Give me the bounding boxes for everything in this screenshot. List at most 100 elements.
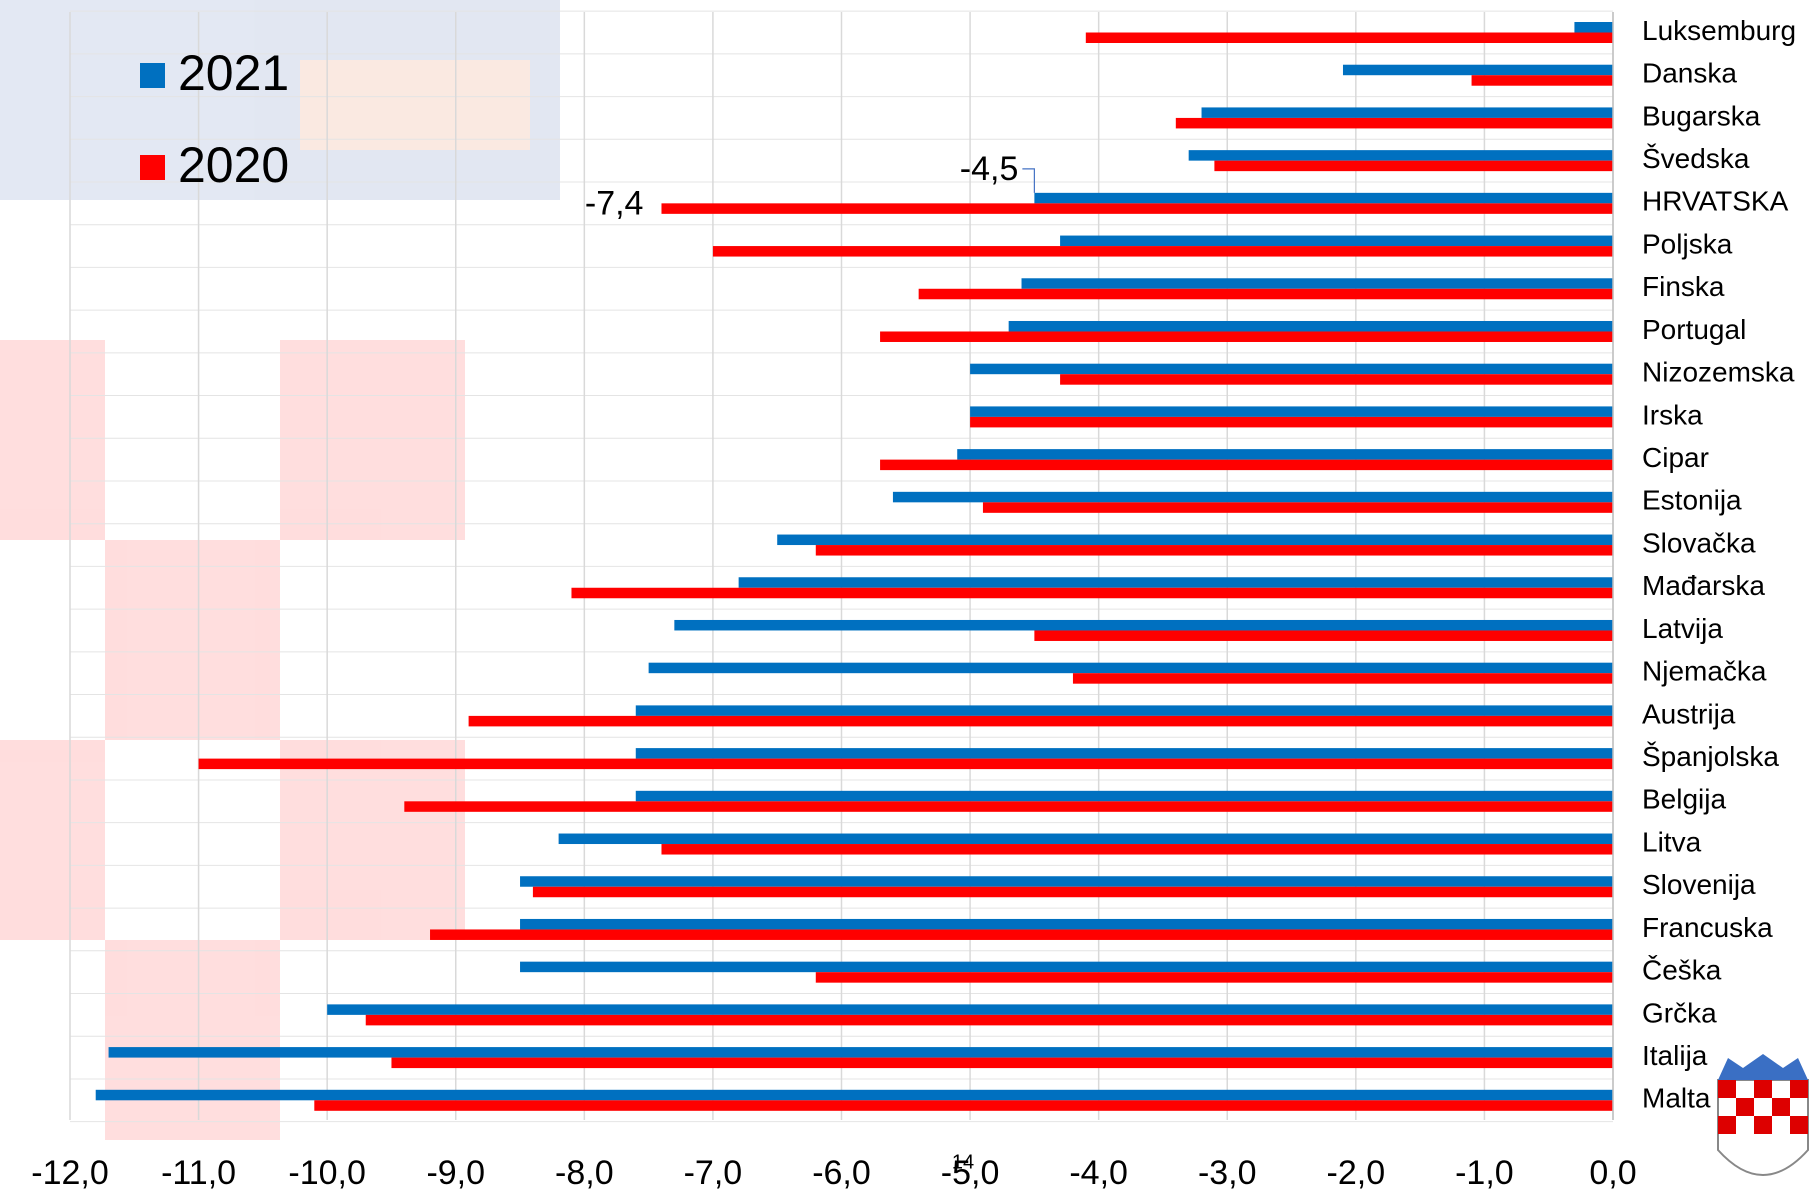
category-label: Austrija bbox=[1642, 698, 1736, 729]
bar bbox=[816, 545, 1613, 556]
data-label: -7,4 bbox=[585, 184, 644, 222]
x-tick-label: -6,0 bbox=[812, 1154, 871, 1192]
category-label: Italija bbox=[1642, 1040, 1708, 1071]
bar bbox=[970, 417, 1613, 428]
x-tick-label: -8,0 bbox=[555, 1154, 614, 1192]
category-label: Poljska bbox=[1642, 228, 1733, 259]
page-number: 14 bbox=[952, 1151, 974, 1173]
bar bbox=[1060, 374, 1613, 385]
bar bbox=[520, 919, 1613, 930]
x-tick-label: 0,0 bbox=[1589, 1154, 1636, 1192]
x-tick-label: -2,0 bbox=[1327, 1154, 1386, 1192]
legend-label: 2021 bbox=[178, 45, 289, 101]
x-tick-label: -12,0 bbox=[31, 1154, 109, 1192]
category-label: Belgija bbox=[1642, 784, 1726, 815]
category-label: HRVATSKA bbox=[1642, 186, 1789, 217]
bar bbox=[1574, 22, 1613, 33]
chart: -12,0-11,0-10,0-9,0-8,0-7,0-6,0-5,0-4,0-… bbox=[0, 0, 1820, 1196]
bar bbox=[520, 962, 1613, 973]
bar bbox=[739, 577, 1613, 588]
x-tick-label: -7,0 bbox=[684, 1154, 743, 1192]
bar bbox=[713, 246, 1613, 257]
legend-swatch bbox=[140, 155, 165, 180]
category-label: Litva bbox=[1642, 826, 1702, 857]
bar bbox=[1472, 75, 1613, 86]
category-label: Češka bbox=[1642, 955, 1722, 986]
category-label: Latvija bbox=[1642, 613, 1723, 644]
bar bbox=[469, 716, 1613, 727]
bar bbox=[1034, 630, 1613, 641]
bar bbox=[893, 492, 1613, 503]
x-tick-label: -1,0 bbox=[1455, 1154, 1514, 1192]
category-label: Grčka bbox=[1642, 997, 1717, 1028]
bar bbox=[661, 203, 1613, 214]
category-label: Cipar bbox=[1642, 442, 1709, 473]
bar bbox=[1202, 107, 1613, 118]
bar bbox=[199, 759, 1613, 770]
category-label: Španjolska bbox=[1642, 741, 1779, 772]
bar bbox=[970, 364, 1613, 375]
bar bbox=[983, 502, 1613, 513]
bar bbox=[649, 663, 1613, 674]
category-label: Njemačka bbox=[1642, 656, 1767, 687]
bar bbox=[636, 748, 1613, 759]
bar bbox=[96, 1090, 1613, 1101]
category-label: Francuska bbox=[1642, 912, 1773, 943]
bar bbox=[1022, 278, 1613, 289]
category-label: Slovačka bbox=[1642, 527, 1756, 558]
bar bbox=[1034, 193, 1613, 204]
category-label: Portugal bbox=[1642, 314, 1746, 345]
bar bbox=[1214, 161, 1613, 172]
bar bbox=[919, 289, 1613, 300]
x-tick-label: -9,0 bbox=[426, 1154, 485, 1192]
bar bbox=[391, 1058, 1613, 1069]
leader-line bbox=[1022, 169, 1034, 193]
bar bbox=[533, 887, 1613, 898]
bar bbox=[970, 406, 1613, 417]
category-label: Mađarska bbox=[1642, 570, 1765, 601]
x-tick-label: -4,0 bbox=[1069, 1154, 1128, 1192]
category-label: Malta bbox=[1642, 1083, 1711, 1114]
category-label: Bugarska bbox=[1642, 100, 1761, 131]
bar bbox=[366, 1015, 1613, 1026]
bar bbox=[1343, 65, 1613, 76]
bar bbox=[1189, 150, 1613, 161]
bar bbox=[880, 331, 1613, 342]
bar bbox=[957, 449, 1613, 460]
bar bbox=[109, 1047, 1613, 1058]
bar bbox=[559, 834, 1613, 845]
bar bbox=[314, 1100, 1613, 1111]
bar bbox=[636, 791, 1613, 802]
bar bbox=[816, 972, 1613, 983]
bar bbox=[636, 705, 1613, 716]
category-label: Nizozemska bbox=[1642, 357, 1795, 388]
legend-swatch bbox=[140, 63, 165, 88]
bar bbox=[1176, 118, 1613, 129]
bar bbox=[571, 588, 1613, 599]
bar bbox=[777, 535, 1613, 546]
bar bbox=[1073, 673, 1613, 684]
bar bbox=[674, 620, 1613, 631]
category-label: Luksemburg bbox=[1642, 15, 1796, 46]
legend-label: 2020 bbox=[178, 137, 289, 193]
data-label: -4,5 bbox=[960, 150, 1019, 188]
category-label: Irska bbox=[1642, 399, 1703, 430]
bar bbox=[327, 1004, 1613, 1015]
category-label: Danska bbox=[1642, 58, 1737, 89]
bar bbox=[1060, 236, 1613, 247]
x-tick-label: -11,0 bbox=[161, 1154, 236, 1192]
x-tick-label: -3,0 bbox=[1198, 1154, 1257, 1192]
x-tick-label: -10,0 bbox=[288, 1154, 366, 1192]
category-label: Švedska bbox=[1642, 143, 1750, 174]
bar bbox=[1086, 33, 1613, 44]
bar bbox=[1009, 321, 1613, 332]
category-label: Estonija bbox=[1642, 485, 1742, 516]
bar bbox=[661, 844, 1613, 855]
category-label: Slovenija bbox=[1642, 869, 1756, 900]
bar bbox=[404, 801, 1613, 812]
category-label: Finska bbox=[1642, 271, 1725, 302]
bar bbox=[430, 929, 1613, 940]
coat-of-arms bbox=[1718, 1054, 1808, 1175]
bar bbox=[880, 460, 1613, 471]
bar bbox=[520, 876, 1613, 887]
